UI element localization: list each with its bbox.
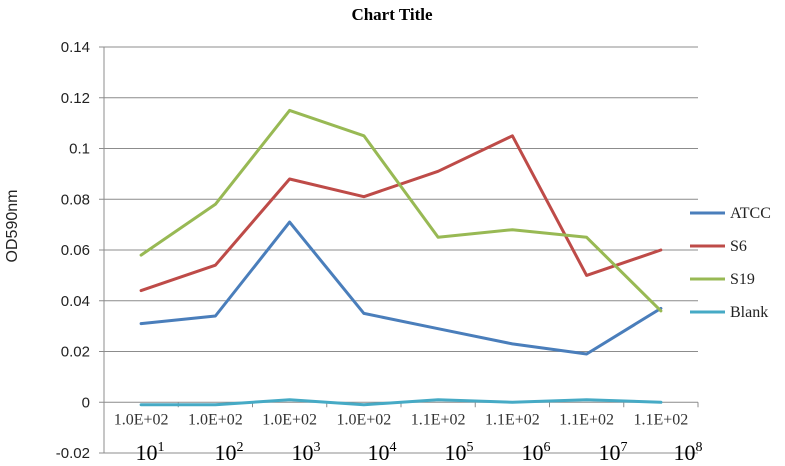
x-power-exponent: 8 bbox=[696, 440, 703, 455]
series-line-blank bbox=[139, 398, 663, 407]
y-tick-labels: -0.02 0 0.02 0.04 0.06 0.08 0.1 0.12 0.14 bbox=[56, 39, 90, 462]
data-point bbox=[511, 342, 514, 346]
x-category-label: 1.1E+02 bbox=[633, 411, 688, 428]
data-point bbox=[288, 398, 291, 401]
data-point bbox=[511, 228, 514, 231]
x-category-label: 1.0E+02 bbox=[336, 411, 391, 428]
data-point bbox=[214, 314, 217, 318]
data-point bbox=[362, 403, 366, 406]
x-power-base: 10 bbox=[522, 440, 544, 465]
x-power-label: 108 bbox=[674, 440, 703, 465]
x-power-base: 10 bbox=[599, 440, 621, 465]
x-power-base: 10 bbox=[292, 440, 314, 465]
x-category-label: 1.1E+02 bbox=[485, 411, 540, 428]
x-power-label: 107 bbox=[599, 440, 628, 465]
x-power-base: 10 bbox=[368, 440, 390, 465]
gridlines bbox=[104, 46, 698, 454]
x-power-label: 104 bbox=[368, 440, 397, 465]
y-tick-label: 0.02 bbox=[61, 344, 90, 361]
chart-title: Chart Title bbox=[351, 5, 433, 24]
x-power-exponent: 4 bbox=[390, 440, 397, 455]
data-point bbox=[139, 403, 143, 406]
legend: ATCC S6 S19 Blank bbox=[690, 205, 771, 321]
x-category-label: 1.0E+02 bbox=[188, 411, 243, 428]
legend-label: Blank bbox=[730, 304, 768, 321]
x-category-label: 1.1E+02 bbox=[559, 411, 614, 428]
data-point bbox=[288, 109, 291, 112]
legend-label: ATCC bbox=[730, 205, 771, 222]
data-point bbox=[585, 236, 588, 239]
x-power-exponent: 3 bbox=[314, 440, 321, 455]
data-point bbox=[585, 352, 588, 356]
data-point bbox=[436, 236, 440, 239]
x-power-exponent: 5 bbox=[467, 440, 474, 455]
x-power-base: 10 bbox=[215, 440, 237, 465]
data-point bbox=[585, 398, 588, 401]
data-point bbox=[214, 264, 217, 267]
data-point bbox=[436, 327, 440, 330]
x-category-labels: 1.0E+02 1.0E+02 1.0E+02 1.0E+02 1.1E+02 1.1E+… bbox=[114, 411, 689, 428]
series-line-atcc bbox=[139, 220, 663, 356]
x-power-label: 102 bbox=[215, 440, 244, 465]
data-point bbox=[214, 203, 217, 206]
y-tick-label: 0.1 bbox=[69, 141, 90, 158]
x-power-label: 106 bbox=[522, 440, 551, 465]
y-tick-label: 0.04 bbox=[61, 293, 90, 310]
data-point bbox=[436, 398, 440, 401]
data-point bbox=[511, 134, 514, 138]
x-power-label: 101 bbox=[136, 440, 165, 465]
x-category-label: 1.1E+02 bbox=[411, 411, 466, 428]
y-tick-label: 0.14 bbox=[61, 39, 90, 56]
data-point bbox=[659, 309, 663, 313]
data-point bbox=[362, 195, 366, 198]
data-point bbox=[214, 403, 217, 406]
series-lines bbox=[139, 108, 663, 407]
data-point bbox=[436, 170, 440, 173]
y-tick-label: 0.08 bbox=[61, 191, 90, 208]
legend-label: S6 bbox=[730, 238, 747, 255]
legend-label: S19 bbox=[730, 271, 755, 288]
x-power-labels: 101 102 103 104 105 106 107 108 bbox=[136, 440, 703, 465]
data-point bbox=[659, 401, 663, 404]
series-line-s6 bbox=[139, 134, 663, 293]
x-category-label: 1.0E+02 bbox=[114, 411, 169, 428]
data-point bbox=[511, 401, 514, 404]
data-point bbox=[139, 322, 143, 325]
x-power-base: 10 bbox=[445, 440, 467, 465]
data-point bbox=[288, 220, 291, 224]
y-tick-label: -0.02 bbox=[56, 445, 90, 462]
y-tick-label: 0 bbox=[82, 394, 90, 411]
x-category-label: 1.0E+02 bbox=[262, 411, 317, 428]
data-point bbox=[139, 289, 143, 292]
x-power-base: 10 bbox=[136, 440, 158, 465]
y-axis-label: OD590nm bbox=[4, 190, 21, 263]
y-tick-label: 0.12 bbox=[61, 90, 90, 107]
data-point bbox=[362, 312, 366, 315]
data-point bbox=[288, 177, 291, 181]
x-power-exponent: 2 bbox=[237, 440, 244, 455]
x-power-label: 105 bbox=[445, 440, 474, 465]
x-power-exponent: 6 bbox=[544, 440, 551, 455]
x-power-base: 10 bbox=[674, 440, 696, 465]
series-line-s19 bbox=[139, 108, 663, 313]
data-point bbox=[585, 274, 588, 277]
y-tick-label: 0.06 bbox=[61, 242, 90, 259]
data-point bbox=[659, 248, 663, 252]
data-point bbox=[362, 134, 366, 138]
data-point bbox=[139, 253, 143, 257]
x-power-exponent: 1 bbox=[158, 440, 165, 455]
x-power-exponent: 7 bbox=[621, 440, 628, 455]
x-power-label: 103 bbox=[292, 440, 321, 465]
